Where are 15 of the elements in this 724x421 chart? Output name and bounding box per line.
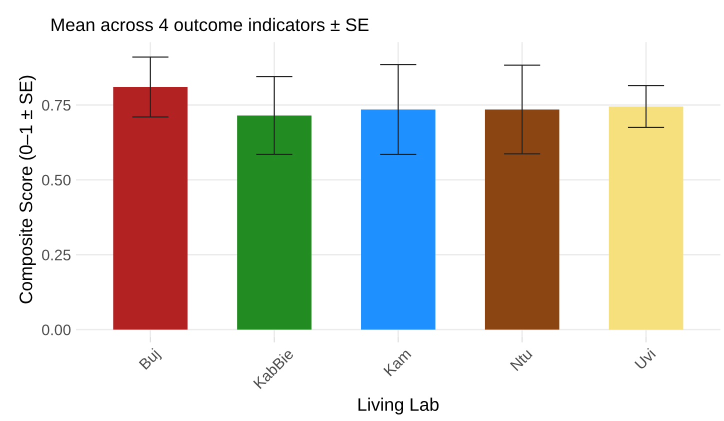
x-tick-label: Ntu [510,348,533,372]
x-tick-label: Uvi [634,348,656,370]
bar [237,115,312,330]
y-tick-label: 0.50 [42,174,71,186]
chart-title: Mean across 4 outcome indicators ± SE [52,18,368,32]
y-axis-title: Composite Score (0–1 ± SE) [19,76,36,304]
y-tick-label: 0.25 [42,250,71,260]
bar [608,106,684,330]
bar [484,109,560,330]
x-tick-label: Buj [138,348,162,372]
bar [113,87,188,330]
bar [361,109,436,330]
x-axis-title: Living Lab [358,398,439,415]
y-tick-label: 0.75 [42,100,71,111]
y-tick-label: 0.00 [42,324,71,336]
